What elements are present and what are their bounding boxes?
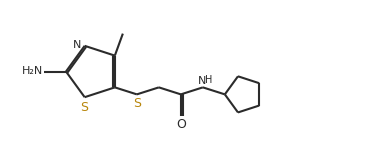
Text: S: S: [80, 101, 88, 114]
Text: O: O: [176, 118, 186, 131]
Text: H₂N: H₂N: [22, 67, 43, 77]
Text: N: N: [73, 40, 82, 50]
Text: N: N: [198, 76, 206, 86]
Text: S: S: [133, 97, 141, 110]
Text: H: H: [205, 75, 212, 85]
